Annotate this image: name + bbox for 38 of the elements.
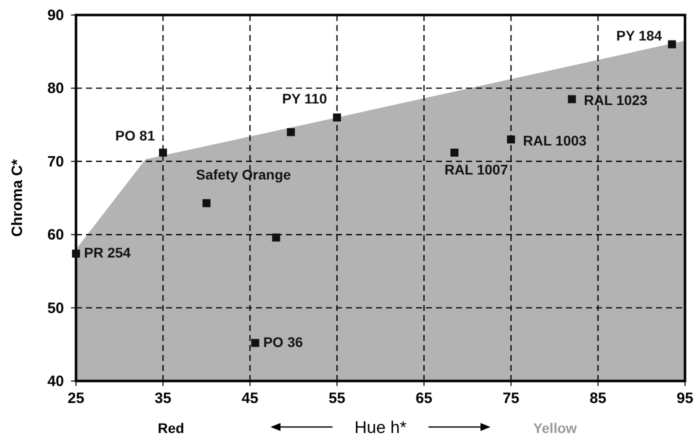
data-label: PO 36 xyxy=(263,334,304,350)
x-tick-label: 95 xyxy=(676,390,694,407)
x-tick-label: 45 xyxy=(242,390,258,407)
point xyxy=(286,128,295,136)
text: Yellow xyxy=(533,420,577,436)
data-label: PY 110 xyxy=(282,90,328,106)
point xyxy=(251,338,260,347)
x-tick-label: 65 xyxy=(416,390,432,407)
data-label: RAL 1003 xyxy=(523,132,587,148)
point xyxy=(668,40,676,48)
y-tick-label: 80 xyxy=(47,80,64,98)
y-tick-label: 60 xyxy=(47,226,64,244)
x-tick-label: 35 xyxy=(154,390,172,407)
data-label: PY 184 xyxy=(616,27,662,44)
point xyxy=(272,234,280,242)
point xyxy=(72,250,80,258)
data-label: RAL 1007 xyxy=(444,162,508,178)
x-axis-title: Hue h* xyxy=(354,418,407,437)
x-tick-label: 85 xyxy=(590,390,606,407)
point xyxy=(159,148,167,157)
y-tick-label: 40 xyxy=(47,373,64,390)
x-tick-label: 55 xyxy=(328,390,346,407)
y-tick-label: 50 xyxy=(47,300,64,317)
x-tick-label: 75 xyxy=(502,390,520,407)
y-axis-title: Chroma C* xyxy=(9,159,26,237)
data-label: RAL 1023 xyxy=(584,92,648,108)
point xyxy=(202,199,210,208)
point xyxy=(450,148,458,157)
y-tick-label: 90 xyxy=(47,7,64,24)
data-label: PO 81 xyxy=(115,128,156,144)
annotation: Safety Orange xyxy=(196,166,292,182)
point xyxy=(333,113,341,122)
y-tick-label: 70 xyxy=(47,153,64,170)
x-tick-label: 25 xyxy=(68,390,84,407)
point xyxy=(507,135,515,144)
data-label: PR 254 xyxy=(84,244,131,261)
text: Red xyxy=(158,420,184,436)
point xyxy=(568,95,576,104)
